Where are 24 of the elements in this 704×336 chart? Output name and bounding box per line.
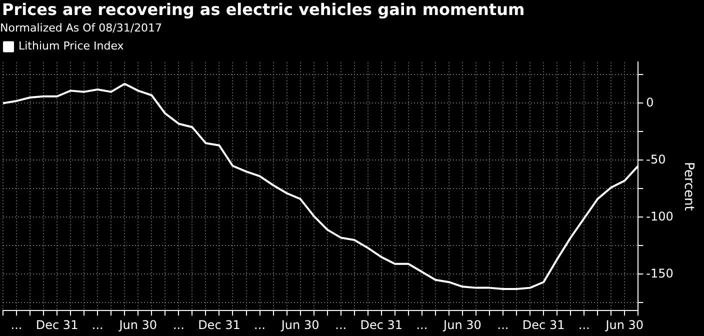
x-tick-label: Jun 30 [118,318,158,332]
y-tick-label: 0 [646,95,654,110]
chart-subtitle: Normalized As Of 08/31/2017 [0,21,162,34]
y-tick-label: -100 [646,209,674,224]
x-tick-label: Jun 30 [442,318,482,332]
x-tick-label: ... [92,318,104,332]
x-tick-label: Dec 31 [522,318,565,332]
x-tick-label: Jun 30 [604,318,644,332]
legend-label: Lithium Price Index [18,40,124,53]
chart-title: Prices are recovering as electric vehicles gain momentum [1,0,526,21]
y-tick-label: -150 [646,266,674,280]
x-tick-label: Jun 30 [280,318,320,332]
x-tick-label: Dec 31 [360,318,403,332]
x-tick-label: ... [497,318,509,332]
x-tick-label: Dec 31 [36,318,78,332]
x-tick-label: ... [10,318,22,332]
x-tick-label: Dec 31 [198,318,240,332]
x-tick-label: ... [254,318,266,332]
y-axis-title: Percent [680,162,696,211]
x-tick-label: ... [416,318,428,332]
x-tick-label: ... [335,318,347,332]
x-tick-label: ... [578,318,590,332]
y-tick-label: -50 [646,152,666,166]
x-tick-label: ... [172,318,184,332]
